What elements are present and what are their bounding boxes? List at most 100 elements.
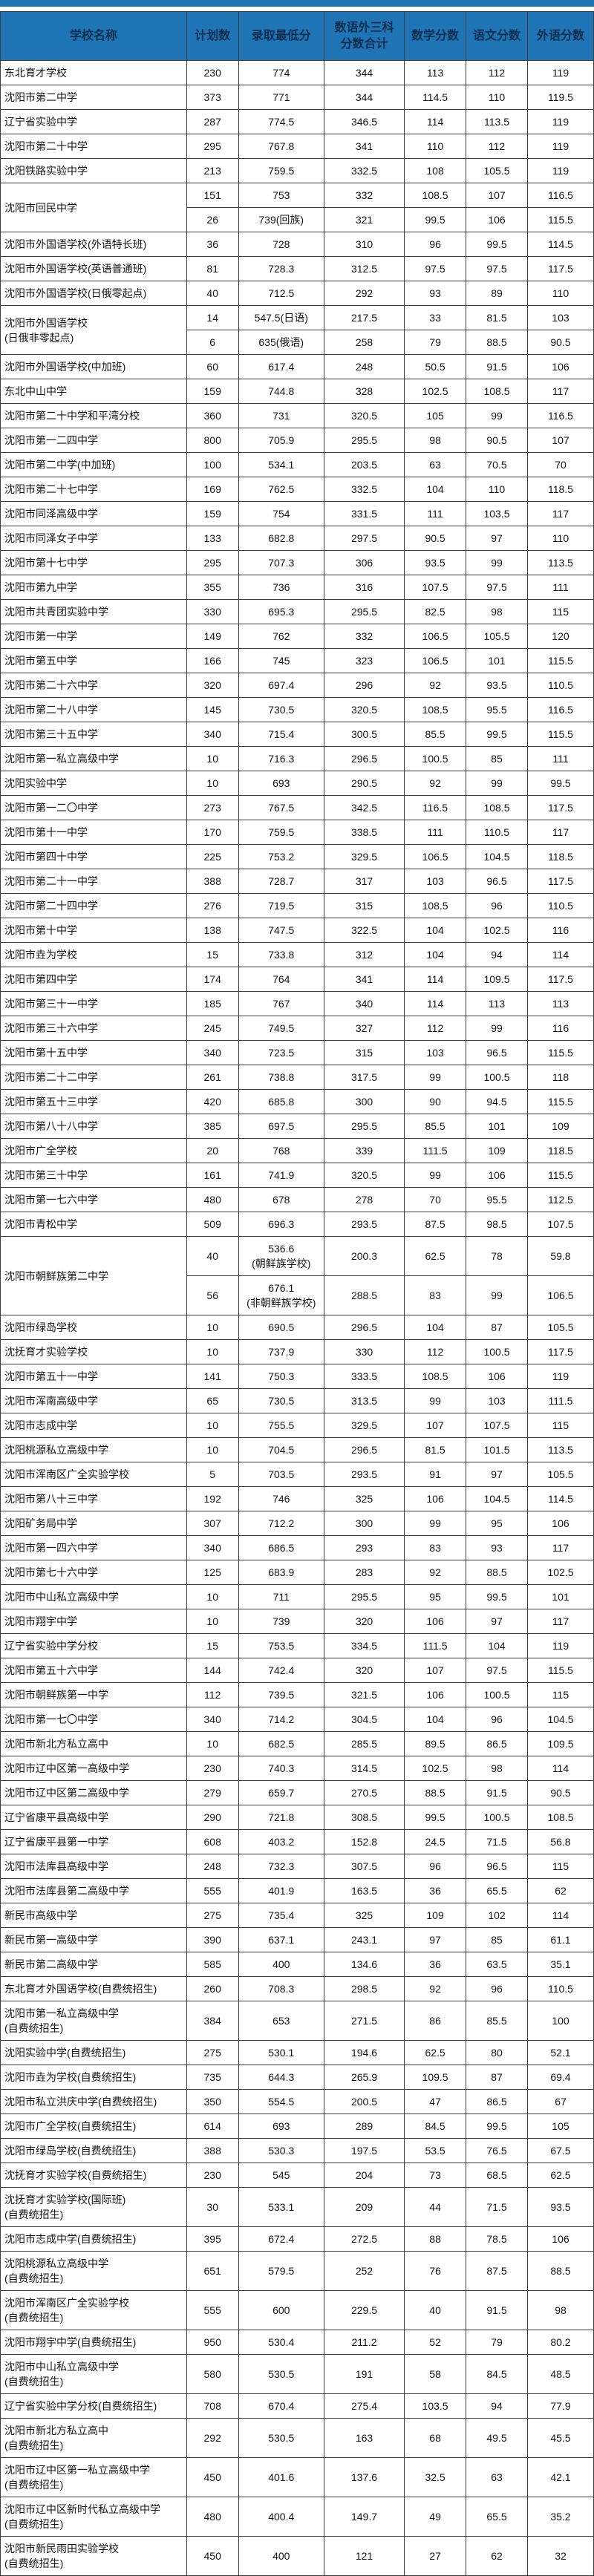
school-name-cell: 沈抚育才实验学校(自费统招生) xyxy=(0,2163,187,2188)
score-cell: 110.5 xyxy=(526,893,594,918)
score-cell: 108 xyxy=(404,158,467,183)
table-row: 东北育才外国语学校(自费统招生) 260 708.3 298.5 92 96 110.5 xyxy=(0,1976,594,2001)
school-name-cell: 沈阳市第八十八中学 xyxy=(0,1114,187,1139)
school-name-cell: 沈阳市辽中区第一私立高级中学 (自费统招生) xyxy=(0,2457,187,2497)
score-cell: 747.5 xyxy=(238,918,324,943)
table-row: 沈阳市共青团实验中学 330 695.3 295.5 82.5 98 115 xyxy=(0,599,594,624)
score-cell: 768 xyxy=(238,1138,324,1163)
score-cell: 65 xyxy=(186,1388,239,1413)
score-cell: 270.5 xyxy=(323,1780,405,1805)
score-cell: 90.5 xyxy=(404,526,467,551)
score-cell: 480 xyxy=(186,2497,239,2537)
score-cell: 114 xyxy=(526,1756,594,1781)
table-row: 沈阳市新北方私立高中 10 682.5 285.5 89.5 86.5 109.5 xyxy=(0,1731,594,1756)
score-cell: 170 xyxy=(186,820,239,845)
score-cell: 10 xyxy=(186,1731,239,1756)
school-name-cell: 沈阳市第四中学 xyxy=(0,967,187,992)
score-cell: 295 xyxy=(186,134,239,159)
score-cell: 275 xyxy=(186,1903,239,1928)
school-name-cell: 沈阳铁路实验中学 xyxy=(0,158,187,183)
score-cell: 93 xyxy=(466,1535,528,1560)
score-cell: 400 xyxy=(238,1952,324,1977)
score-cell: 693 xyxy=(238,2114,324,2139)
score-cell: 6 xyxy=(186,330,239,355)
score-cell: 102.5 xyxy=(404,379,467,404)
score-cell: 58 xyxy=(404,2354,467,2394)
school-name-cell: 东北育才学校 xyxy=(0,60,187,85)
score-cell: 102.5 xyxy=(526,1560,594,1585)
score-cell: 85 xyxy=(466,746,528,771)
table-row: 沈阳市第五中学 166 745 323 106.5 101 115.5 xyxy=(0,648,594,673)
score-cell: 91.5 xyxy=(466,2290,528,2330)
score-cell: 315 xyxy=(323,893,405,918)
score-cell: 93.5 xyxy=(404,550,467,575)
school-name-cell: 沈阳市第五十三中学 xyxy=(0,1089,187,1114)
score-cell: 86.5 xyxy=(466,2089,528,2114)
score-cell: 194.6 xyxy=(323,2040,405,2065)
score-cell: 328 xyxy=(323,379,405,404)
score-cell: 704.5 xyxy=(238,1437,324,1462)
score-cell: 36 xyxy=(186,232,239,257)
score-cell: 750.3 xyxy=(238,1364,324,1389)
score-cell: 100 xyxy=(526,2001,594,2041)
table-row: 沈阳市第八十三中学 192 746 325 106 104.5 114.5 xyxy=(0,1486,594,1511)
score-cell: 325 xyxy=(323,1486,405,1511)
score-cell: 110 xyxy=(466,85,528,110)
column-header-6: 外语分数 xyxy=(526,11,594,61)
score-cell: 103.5 xyxy=(466,501,528,526)
score-cell: 340 xyxy=(186,722,239,747)
school-name-cell: 沈阳市第一私立高级中学 (自费统招生) xyxy=(0,2001,187,2041)
score-cell: 163 xyxy=(323,2418,405,2458)
score-cell: 764 xyxy=(238,967,324,992)
score-cell: 98 xyxy=(466,599,528,624)
score-cell: 110.5 xyxy=(466,820,528,845)
table-row: 沈阳市第一私立高级中学 (自费统招生) 384 653 271.5 86 85.5 100 xyxy=(0,2001,594,2041)
score-cell: 225 xyxy=(186,844,239,869)
score-cell: 85.5 xyxy=(404,1114,467,1139)
score-cell: 114.5 xyxy=(404,85,467,110)
score-cell: 174 xyxy=(186,967,239,992)
score-cell: 295.5 xyxy=(323,1114,405,1139)
score-cell: 84.5 xyxy=(404,2114,467,2139)
score-cell: 670.4 xyxy=(238,2393,324,2419)
table-row: 沈阳市第一私立高级中学 10 716.3 296.5 100.5 85 111 xyxy=(0,746,594,771)
score-cell: 159 xyxy=(186,501,239,526)
score-cell: 312.5 xyxy=(323,256,405,281)
table-row: 沈阳市第二十中学和平湾分校 360 731 320.5 105 99 116.5 xyxy=(0,403,594,428)
score-cell: 243.1 xyxy=(323,1927,405,1952)
table-row: 沈阳市辽中区第一私立高级中学 (自费统招生) 450 401.6 137.6 32.5 6… xyxy=(0,2457,594,2497)
score-cell: 106 xyxy=(404,1609,467,1634)
score-cell: 320.5 xyxy=(323,403,405,428)
score-cell: 53.5 xyxy=(404,2138,467,2163)
score-cell: 10 xyxy=(186,1315,239,1340)
score-cell: 296 xyxy=(323,673,405,698)
score-cell: 118.5 xyxy=(526,844,594,869)
score-cell: 110 xyxy=(526,526,594,551)
score-cell: 697.4 xyxy=(238,673,324,698)
score-cell: 213 xyxy=(186,158,239,183)
school-name-cell: 沈阳市回民中学 xyxy=(0,183,187,232)
school-name-cell: 沈阳市中山私立高级中学 xyxy=(0,1584,187,1609)
score-cell: 110.5 xyxy=(526,673,594,698)
score-cell: 339 xyxy=(323,1138,405,1163)
table-header: 学校名称 计划数 录取最低分 数语外三科 分数合计 数学分数 语文分数 外语分数 xyxy=(0,11,594,61)
score-cell: 109.5 xyxy=(526,1731,594,1756)
score-cell: 331.5 xyxy=(323,501,405,526)
school-name-cell: 沈阳市第十一中学 xyxy=(0,820,187,845)
score-cell: 554.5 xyxy=(238,2089,324,2114)
score-cell: 307.5 xyxy=(323,1854,405,1879)
score-cell: 762 xyxy=(238,624,324,649)
score-cell: 26 xyxy=(186,207,239,232)
score-cell: 420 xyxy=(186,1089,239,1114)
score-cell: 161 xyxy=(186,1163,239,1188)
score-cell: 163.5 xyxy=(323,1878,405,1903)
score-cell: 141 xyxy=(186,1364,239,1389)
score-cell: 211.2 xyxy=(323,2330,405,2355)
score-cell: 112 xyxy=(466,134,528,159)
school-name-cell: 沈阳市第三十五中学 xyxy=(0,722,187,747)
score-cell: 480 xyxy=(186,1187,239,1212)
score-cell: 87.5 xyxy=(466,2251,528,2291)
table-row: 沈阳市第一中学 149 762 332 106.5 105.5 120 xyxy=(0,624,594,649)
score-cell: 614 xyxy=(186,2114,239,2139)
score-cell: 99 xyxy=(466,403,528,428)
